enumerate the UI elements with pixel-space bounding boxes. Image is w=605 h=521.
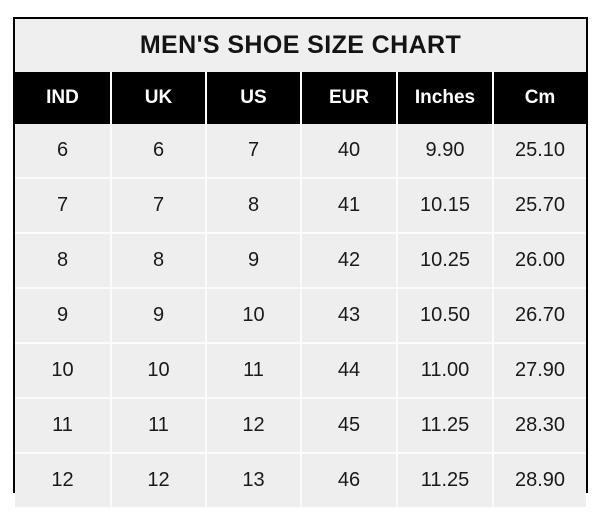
cell-uk: 6 [111,124,207,179]
cell-inches: 11.00 [397,343,494,399]
shoe-size-table: IND UK US EUR Inches Cm 6 6 7 40 9.90 25… [15,72,586,507]
cell-us: 13 [206,453,302,507]
cell-eur: 42 [301,233,398,289]
cell-us: 10 [206,288,302,344]
column-header-inches: Inches [397,72,494,124]
cell-inches: 11.25 [397,453,494,507]
cell-uk: 9 [111,288,207,344]
cell-cm: 25.70 [493,178,586,234]
page-title: MEN'S SHOE SIZE CHART [139,31,462,59]
table-row: 11 11 12 45 11.25 28.30 [15,398,586,454]
cell-us: 8 [206,178,302,234]
cell-ind: 10 [15,343,112,399]
cell-eur: 46 [301,453,398,507]
table-row: 9 9 10 43 10.50 26.70 [15,288,586,344]
cell-inches: 10.50 [397,288,494,344]
chart-title-band: MEN'S SHOE SIZE CHART [15,19,586,72]
cell-us: 7 [206,124,302,179]
cell-us: 12 [206,398,302,454]
column-header-uk: UK [111,72,207,124]
column-header-us: US [206,72,302,124]
cell-uk: 7 [111,178,207,234]
cell-uk: 12 [111,453,207,507]
cell-cm: 28.90 [514,469,566,491]
cell-inches: 10.15 [397,178,494,234]
cell-inches: 9.90 [397,124,494,179]
table-body: 6 6 7 40 9.90 25.10 7 7 8 41 10.15 25.70… [15,124,586,507]
cell-cm: 28.30 [493,398,586,454]
cell-cm: 25.10 [493,124,586,179]
column-header-ind: IND [15,72,112,124]
cell-ind: 7 [15,178,112,234]
table-row: 12 12 13 46 11.25 28.90 [15,453,586,507]
cell-eur: 44 [301,343,398,399]
cell-uk: 8 [111,233,207,289]
cell-us: 9 [206,233,302,289]
column-header-cm: Cm [524,87,556,108]
table-row: 10 10 11 44 11.00 27.90 [15,343,586,399]
table-header-row: IND UK US EUR Inches Cm [15,72,586,124]
cell-ind: 8 [15,233,112,289]
cell-us: 11 [206,343,302,399]
cell-cm: 26.00 [493,233,586,289]
cell-inches: 10.25 [397,233,494,289]
cell-cm: 27.90 [493,343,586,399]
table-row: 7 7 8 41 10.15 25.70 [15,178,586,234]
cell-ind: 12 [15,453,112,507]
cell-eur: 43 [301,288,398,344]
cell-ind: 6 [15,124,112,179]
cell-eur: 40 [301,124,398,179]
cell-uk: 10 [111,343,207,399]
table-header: IND UK US EUR Inches Cm [15,72,586,124]
cell-inches: 11.25 [397,398,494,454]
table-row: 6 6 7 40 9.90 25.10 [15,124,586,179]
table-row: 8 8 9 42 10.25 26.00 [15,233,586,289]
cell-ind: 11 [15,398,112,454]
cell-ind: 9 [15,288,112,344]
cell-eur: 41 [301,178,398,234]
cell-eur: 45 [301,398,398,454]
size-chart-container: MEN'S SHOE SIZE CHART IND UK US EUR Inch… [13,17,588,507]
cell-uk: 11 [111,398,207,454]
cell-cm: 26.70 [493,288,586,344]
column-header-eur: EUR [301,72,398,124]
